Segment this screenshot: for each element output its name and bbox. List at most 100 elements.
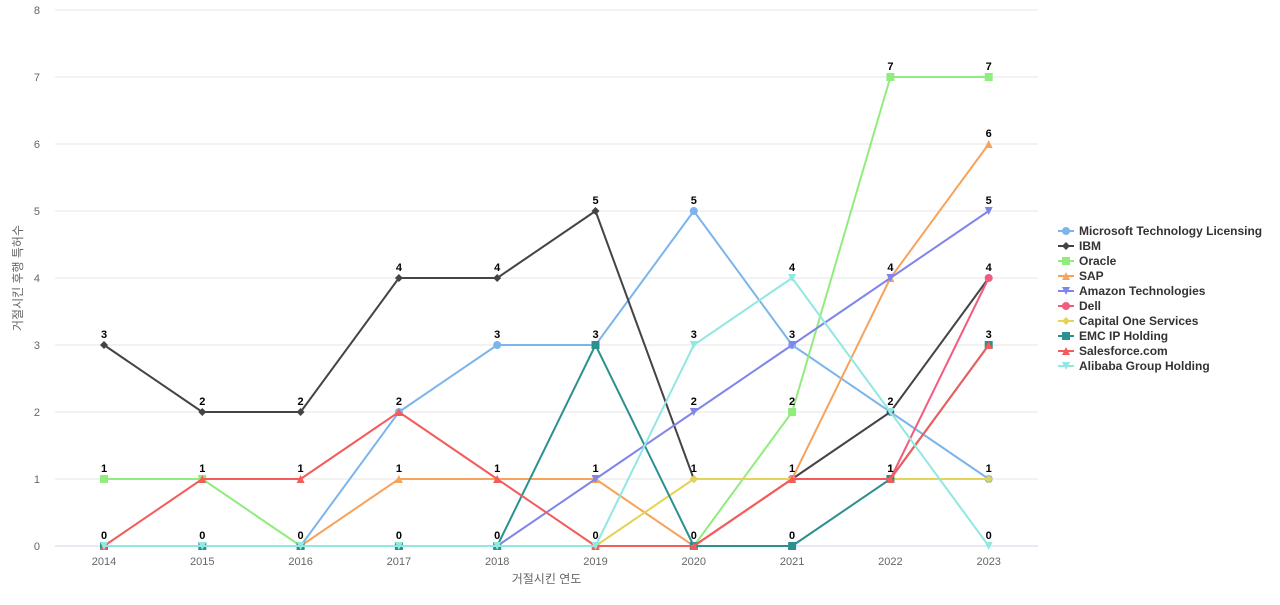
- legend-marker: [1062, 242, 1070, 250]
- data-label: 0: [298, 530, 304, 542]
- data-point: [886, 73, 895, 81]
- data-label: 4: [789, 262, 796, 274]
- legend-marker: [1062, 347, 1070, 355]
- data-label: 1: [101, 463, 107, 475]
- data-point: [591, 542, 600, 550]
- x-tick-label: 2022: [878, 556, 902, 568]
- legend-marker: [1062, 272, 1070, 280]
- data-point: [788, 341, 797, 349]
- legend-label: IBM: [1079, 239, 1101, 253]
- legend-label: Dell: [1079, 299, 1101, 313]
- data-point: [296, 408, 305, 416]
- data-label: 4: [986, 262, 993, 274]
- data-label: 6: [986, 128, 992, 140]
- data-point: [493, 542, 502, 550]
- data-label: 0: [592, 530, 598, 542]
- data-point: [100, 341, 108, 349]
- legend-item: SAP: [1058, 269, 1104, 283]
- data-label: 2: [396, 396, 402, 408]
- data-label: 0: [494, 530, 500, 542]
- data-label: 3: [494, 329, 500, 341]
- data-label: 1: [691, 463, 697, 475]
- series: [100, 207, 993, 550]
- series-line: [103, 210, 990, 480]
- data-point: [984, 207, 993, 215]
- legend-label: Capital One Services: [1079, 314, 1199, 328]
- data-point: [984, 475, 993, 483]
- data-point: [394, 542, 403, 550]
- data-label: 1: [986, 463, 992, 475]
- legend-item: IBM: [1058, 239, 1101, 253]
- legend-label: Salesforce.com: [1079, 344, 1168, 358]
- data-point: [198, 475, 207, 483]
- series: [100, 341, 993, 550]
- legend-item: Alibaba Group Holding: [1058, 359, 1210, 373]
- series-lines: [100, 73, 993, 550]
- data-label: 3: [592, 329, 598, 341]
- x-tick-label: 2019: [583, 556, 607, 568]
- data-label: 1: [789, 463, 795, 475]
- legend-label: Oracle: [1079, 254, 1117, 268]
- series-line: [103, 210, 990, 547]
- data-point: [591, 475, 600, 483]
- data-label: 7: [887, 61, 893, 73]
- y-tick-label: 3: [34, 340, 40, 352]
- data-point: [296, 542, 305, 550]
- x-tick-label: 2016: [288, 556, 312, 568]
- data-point: [100, 475, 108, 483]
- data-label: 1: [396, 463, 402, 475]
- data-point: [984, 274, 993, 282]
- legend-marker: [1062, 362, 1070, 370]
- data-point: [591, 207, 600, 215]
- data-label: 3: [101, 329, 107, 341]
- legend-marker: [1062, 227, 1070, 235]
- y-tick-label: 5: [34, 206, 40, 218]
- legend-item: Dell: [1058, 299, 1101, 313]
- legend-label: SAP: [1079, 269, 1104, 283]
- data-point: [493, 341, 502, 349]
- x-tick-label: 2021: [780, 556, 804, 568]
- data-label: 1: [887, 463, 893, 475]
- data-point: [984, 140, 993, 148]
- series-line: [103, 76, 990, 547]
- data-label: 4: [494, 262, 501, 274]
- y-tick-label: 7: [34, 72, 40, 84]
- data-label: 4: [396, 262, 403, 274]
- legend-item: Oracle: [1058, 254, 1117, 268]
- data-point: [689, 475, 698, 483]
- data-label: 2: [298, 396, 304, 408]
- x-tick-label: 2018: [485, 556, 509, 568]
- data-label: 3: [691, 329, 697, 341]
- data-labels: 3 2 2 4 4 5 5 4 7 7 1 1 1 2 3 3 3 3 4 6 0 0 0 1 1 1 2 2 2 5 0 0 0 1 1 1 4 0 0 1…: [101, 61, 993, 542]
- data-label: 5: [691, 195, 697, 207]
- data-label: 0: [986, 530, 992, 542]
- legend-label: Alibaba Group Holding: [1079, 359, 1210, 373]
- data-label: 2: [887, 396, 893, 408]
- data-label: 1: [298, 463, 304, 475]
- data-point: [493, 274, 502, 282]
- data-label: 0: [199, 530, 205, 542]
- data-point: [689, 341, 698, 349]
- legend-item: Salesforce.com: [1058, 344, 1168, 358]
- y-tick-label: 2: [34, 407, 40, 419]
- data-point: [984, 73, 993, 81]
- data-point: [394, 475, 403, 483]
- series: [100, 207, 993, 550]
- legend: Microsoft Technology LicensingIBMOracleS…: [1058, 224, 1262, 373]
- data-label: 1: [592, 463, 598, 475]
- legend-marker: [1062, 332, 1070, 340]
- y-tick-label: 0: [34, 541, 40, 553]
- data-point: [886, 274, 895, 282]
- data-point: [296, 475, 305, 483]
- data-point: [493, 475, 502, 483]
- legend-marker: [1062, 302, 1070, 310]
- data-point: [984, 341, 993, 349]
- legend-label: EMC IP Holding: [1079, 329, 1168, 343]
- legend-marker: [1062, 287, 1070, 295]
- data-label: 1: [494, 463, 500, 475]
- data-label: 3: [986, 329, 992, 341]
- y-tick-label: 4: [34, 273, 40, 285]
- data-label: 1: [199, 463, 205, 475]
- data-label: 0: [691, 530, 697, 542]
- legend-label: Microsoft Technology Licensing: [1079, 224, 1262, 238]
